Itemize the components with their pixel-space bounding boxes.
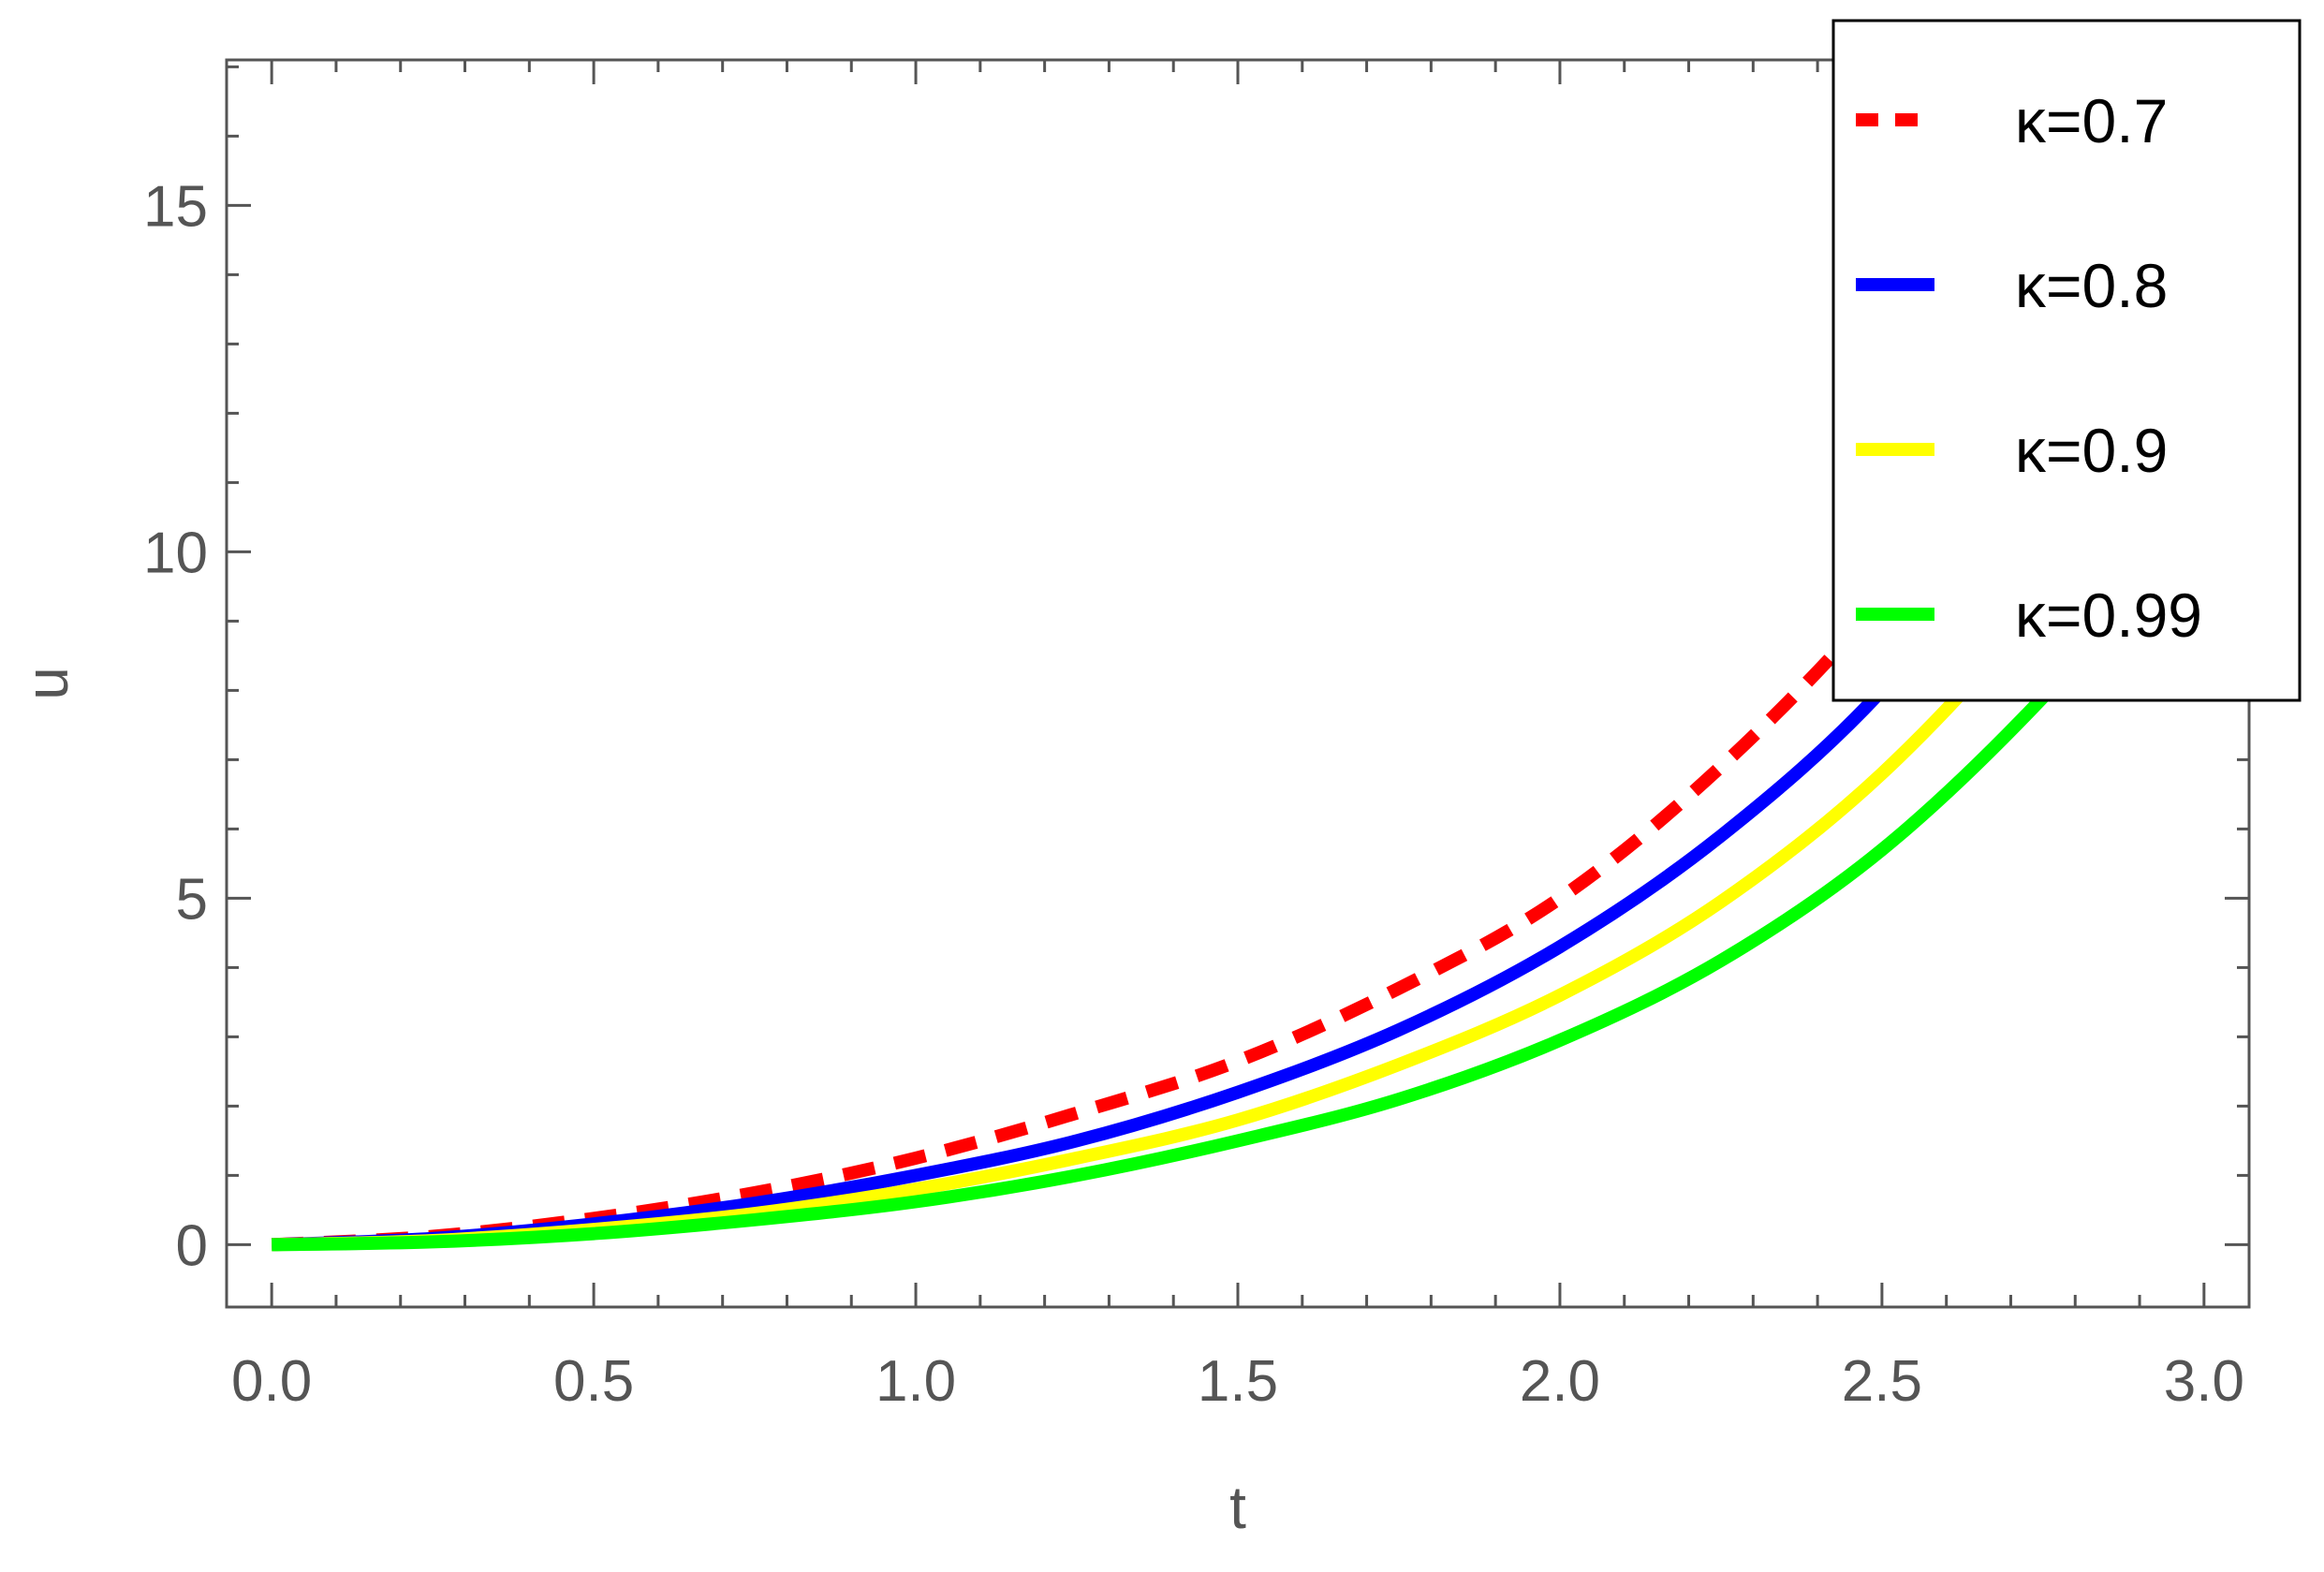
x-tick-label: 1.0 [875, 1349, 956, 1414]
x-tick-label: 0.5 [553, 1349, 634, 1414]
y-axis-label: u [13, 667, 81, 700]
legend-items: κ=0.7 κ=0.8 κ=0.9 κ=0.99 [1856, 86, 2202, 650]
x-tick-label: 2.0 [1520, 1349, 1600, 1414]
x-tick-label: 0.0 [231, 1349, 312, 1414]
y-tick-label: 0 [176, 1213, 208, 1278]
x-axis-ticks [270, 60, 2206, 1307]
legend-box [1831, 19, 2302, 702]
legend-label-2: κ=0.8 [2015, 251, 2168, 320]
x-axis-tick-labels: 0.0 0.5 1.0 1.5 2.0 2.5 3.0 [231, 1349, 2244, 1414]
x-tick-label: 1.5 [1198, 1349, 1278, 1414]
x-tick-label: 2.5 [1842, 1349, 1922, 1414]
x-axis-label: t [1229, 1474, 1246, 1541]
x-tick-label: 3.0 [2164, 1349, 2244, 1414]
legend-label-4: κ=0.99 [2015, 580, 2202, 650]
y-tick-label: 10 [143, 521, 208, 585]
y-tick-label: 5 [176, 867, 208, 932]
y-tick-label: 15 [143, 174, 208, 239]
series-line-4 [272, 506, 2210, 1252]
legend: κ=0.7 κ=0.8 κ=0.9 κ=0.99 [1831, 19, 2302, 702]
legend-label-1: κ=0.7 [2015, 86, 2168, 155]
legend-label-3: κ=0.9 [2015, 416, 2168, 485]
y-axis-tick-labels: 0 5 10 15 [143, 174, 208, 1278]
